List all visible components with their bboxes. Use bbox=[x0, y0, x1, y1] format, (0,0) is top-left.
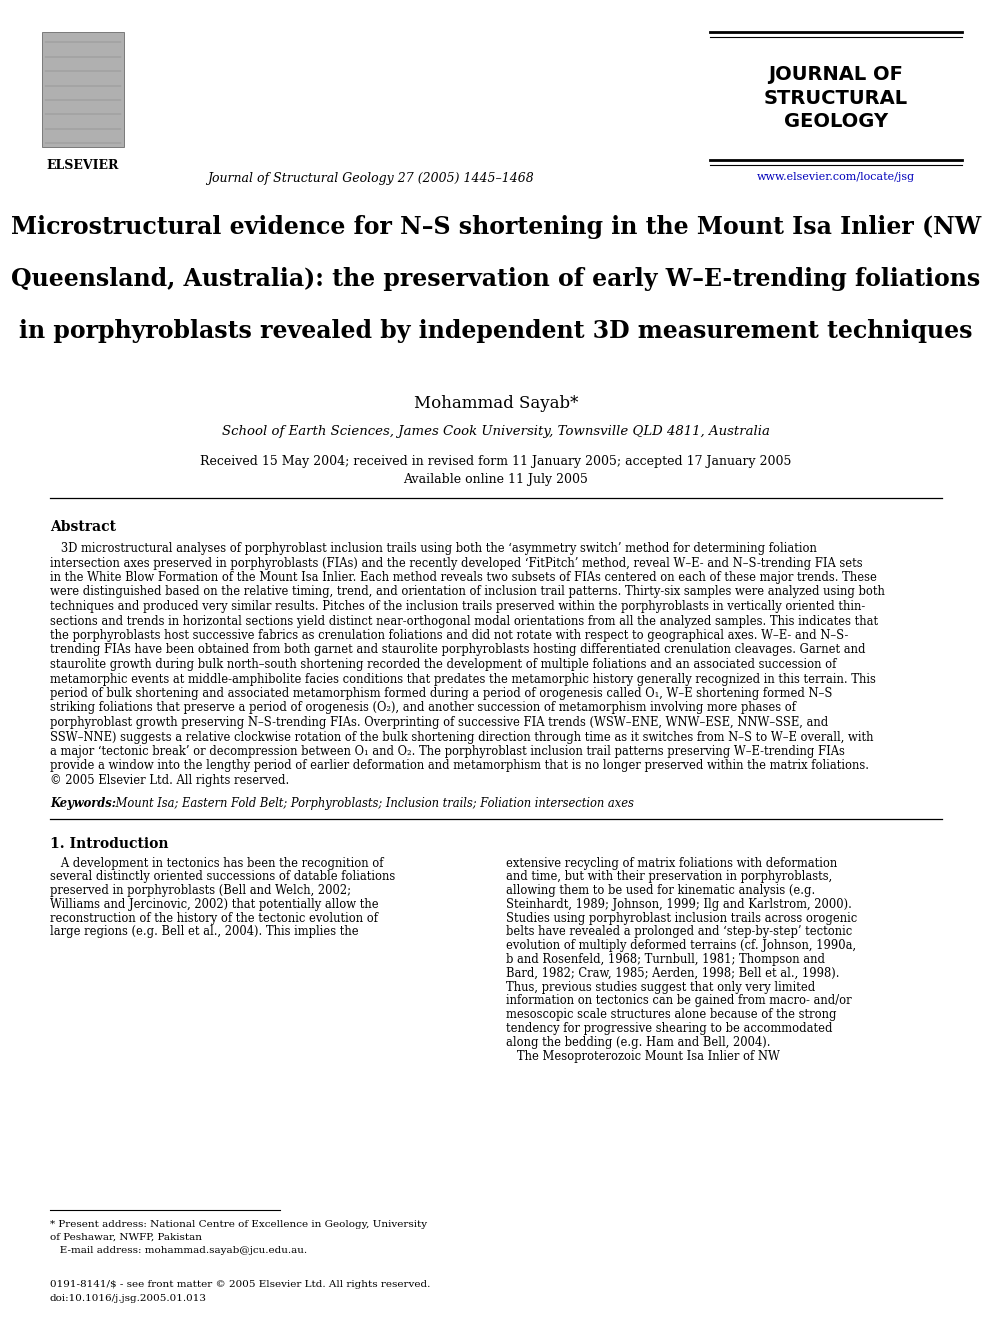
Text: Available online 11 July 2005: Available online 11 July 2005 bbox=[404, 474, 588, 486]
Text: metamorphic events at middle-amphibolite facies conditions that predates the met: metamorphic events at middle-amphibolite… bbox=[50, 672, 876, 685]
Text: Received 15 May 2004; received in revised form 11 January 2005; accepted 17 Janu: Received 15 May 2004; received in revise… bbox=[200, 455, 792, 468]
Text: trending FIAs have been obtained from both garnet and staurolite porphyroblasts : trending FIAs have been obtained from bo… bbox=[50, 643, 865, 656]
Text: * Present address: National Centre of Excellence in Geology, University: * Present address: National Centre of Ex… bbox=[50, 1220, 428, 1229]
Text: 3D microstructural analyses of porphyroblast inclusion trails using both the ‘as: 3D microstructural analyses of porphyrob… bbox=[50, 542, 816, 556]
Text: reconstruction of the history of the tectonic evolution of: reconstruction of the history of the tec… bbox=[50, 912, 378, 925]
Text: of Peshawar, NWFP, Pakistan: of Peshawar, NWFP, Pakistan bbox=[50, 1233, 202, 1242]
Text: period of bulk shortening and associated metamorphism formed during a period of : period of bulk shortening and associated… bbox=[50, 687, 832, 700]
Text: doi:10.1016/j.jsg.2005.01.013: doi:10.1016/j.jsg.2005.01.013 bbox=[50, 1294, 207, 1303]
Text: 0191-8141/$ - see front matter © 2005 Elsevier Ltd. All rights reserved.: 0191-8141/$ - see front matter © 2005 El… bbox=[50, 1279, 431, 1289]
Text: 1. Introduction: 1. Introduction bbox=[50, 836, 169, 851]
FancyBboxPatch shape bbox=[42, 32, 124, 147]
Text: School of Earth Sciences, James Cook University, Townsville QLD 4811, Australia: School of Earth Sciences, James Cook Uni… bbox=[222, 425, 770, 438]
Text: Microstructural evidence for N–S shortening in the Mount Isa Inlier (NW: Microstructural evidence for N–S shorten… bbox=[11, 216, 981, 239]
Text: allowing them to be used for kinematic analysis (e.g.: allowing them to be used for kinematic a… bbox=[506, 884, 815, 897]
Text: evolution of multiply deformed terrains (cf. Johnson, 1990a,: evolution of multiply deformed terrains … bbox=[506, 939, 856, 953]
Text: intersection axes preserved in porphyroblasts (FIAs) and the recently developed : intersection axes preserved in porphyrob… bbox=[50, 557, 863, 569]
Text: A development in tectonics has been the recognition of: A development in tectonics has been the … bbox=[50, 856, 384, 869]
Text: Bard, 1982; Craw, 1985; Aerden, 1998; Bell et al., 1998).: Bard, 1982; Craw, 1985; Aerden, 1998; Be… bbox=[506, 967, 839, 980]
Text: a major ‘tectonic break’ or decompression between O₁ and O₂. The porphyroblast i: a major ‘tectonic break’ or decompressio… bbox=[50, 745, 845, 758]
Text: Keywords:: Keywords: bbox=[50, 796, 116, 810]
Text: the porphyroblasts host successive fabrics as crenulation foliations and did not: the porphyroblasts host successive fabri… bbox=[50, 628, 848, 642]
Text: Studies using porphyroblast inclusion trails across orogenic: Studies using porphyroblast inclusion tr… bbox=[506, 912, 857, 925]
Text: Mohammad Sayab*: Mohammad Sayab* bbox=[414, 396, 578, 411]
Text: Queensland, Australia): the preservation of early W–E-trending foliations: Queensland, Australia): the preservation… bbox=[11, 267, 981, 291]
Text: staurolite growth during bulk north–south shortening recorded the development of: staurolite growth during bulk north–sout… bbox=[50, 658, 836, 671]
Text: Mount Isa; Eastern Fold Belt; Porphyroblasts; Inclusion trails; Foliation inters: Mount Isa; Eastern Fold Belt; Porphyrobl… bbox=[112, 796, 634, 810]
Text: E-mail address: mohammad.sayab@jcu.edu.au.: E-mail address: mohammad.sayab@jcu.edu.a… bbox=[50, 1246, 308, 1256]
Text: along the bedding (e.g. Ham and Bell, 2004).: along the bedding (e.g. Ham and Bell, 20… bbox=[506, 1036, 771, 1049]
Text: information on tectonics can be gained from macro- and/or: information on tectonics can be gained f… bbox=[506, 995, 851, 1008]
Text: SSW–NNE) suggests a relative clockwise rotation of the bulk shortening direction: SSW–NNE) suggests a relative clockwise r… bbox=[50, 730, 874, 744]
Text: techniques and produced very similar results. Pitches of the inclusion trails pr: techniques and produced very similar res… bbox=[50, 601, 865, 613]
Text: Journal of Structural Geology 27 (2005) 1445–1468: Journal of Structural Geology 27 (2005) … bbox=[206, 172, 534, 185]
Text: large regions (e.g. Bell et al., 2004). This implies the: large regions (e.g. Bell et al., 2004). … bbox=[50, 926, 359, 938]
Text: extensive recycling of matrix foliations with deformation: extensive recycling of matrix foliations… bbox=[506, 856, 837, 869]
Text: sections and trends in horizontal sections yield distinct near-orthogonal modal : sections and trends in horizontal sectio… bbox=[50, 614, 878, 627]
Text: preserved in porphyroblasts (Bell and Welch, 2002;: preserved in porphyroblasts (Bell and We… bbox=[50, 884, 351, 897]
Text: Abstract: Abstract bbox=[50, 520, 116, 534]
Text: www.elsevier.com/locate/jsg: www.elsevier.com/locate/jsg bbox=[757, 172, 915, 183]
Text: The Mesoproterozoic Mount Isa Inlier of NW: The Mesoproterozoic Mount Isa Inlier of … bbox=[506, 1049, 780, 1062]
Text: ELSEVIER: ELSEVIER bbox=[47, 159, 119, 172]
Text: tendency for progressive shearing to be accommodated: tendency for progressive shearing to be … bbox=[506, 1023, 832, 1035]
Text: Steinhardt, 1989; Johnson, 1999; Ilg and Karlstrom, 2000).: Steinhardt, 1989; Johnson, 1999; Ilg and… bbox=[506, 898, 852, 912]
Text: were distinguished based on the relative timing, trend, and orientation of inclu: were distinguished based on the relative… bbox=[50, 586, 885, 598]
Text: in porphyroblasts revealed by independent 3D measurement techniques: in porphyroblasts revealed by independen… bbox=[19, 319, 973, 343]
Text: b and Rosenfeld, 1968; Turnbull, 1981; Thompson and: b and Rosenfeld, 1968; Turnbull, 1981; T… bbox=[506, 953, 825, 966]
Text: © 2005 Elsevier Ltd. All rights reserved.: © 2005 Elsevier Ltd. All rights reserved… bbox=[50, 774, 290, 787]
Text: in the White Blow Formation of the Mount Isa Inlier. Each method reveals two sub: in the White Blow Formation of the Mount… bbox=[50, 572, 877, 583]
Text: Thus, previous studies suggest that only very limited: Thus, previous studies suggest that only… bbox=[506, 980, 815, 994]
Text: mesoscopic scale structures alone because of the strong: mesoscopic scale structures alone becaus… bbox=[506, 1008, 836, 1021]
Text: striking foliations that preserve a period of orogenesis (O₂), and another succe: striking foliations that preserve a peri… bbox=[50, 701, 796, 714]
Text: provide a window into the lengthy period of earlier deformation and metamorphism: provide a window into the lengthy period… bbox=[50, 759, 869, 773]
Text: JOURNAL OF
STRUCTURAL
GEOLOGY: JOURNAL OF STRUCTURAL GEOLOGY bbox=[764, 65, 908, 131]
Text: porphyroblast growth preserving N–S-trending FIAs. Overprinting of successive FI: porphyroblast growth preserving N–S-tren… bbox=[50, 716, 828, 729]
Text: belts have revealed a prolonged and ‘step-by-step’ tectonic: belts have revealed a prolonged and ‘ste… bbox=[506, 926, 852, 938]
Text: several distinctly oriented successions of datable foliations: several distinctly oriented successions … bbox=[50, 871, 395, 884]
Text: Williams and Jercinovic, 2002) that potentially allow the: Williams and Jercinovic, 2002) that pote… bbox=[50, 898, 379, 912]
Text: and time, but with their preservation in porphyroblasts,: and time, but with their preservation in… bbox=[506, 871, 832, 884]
